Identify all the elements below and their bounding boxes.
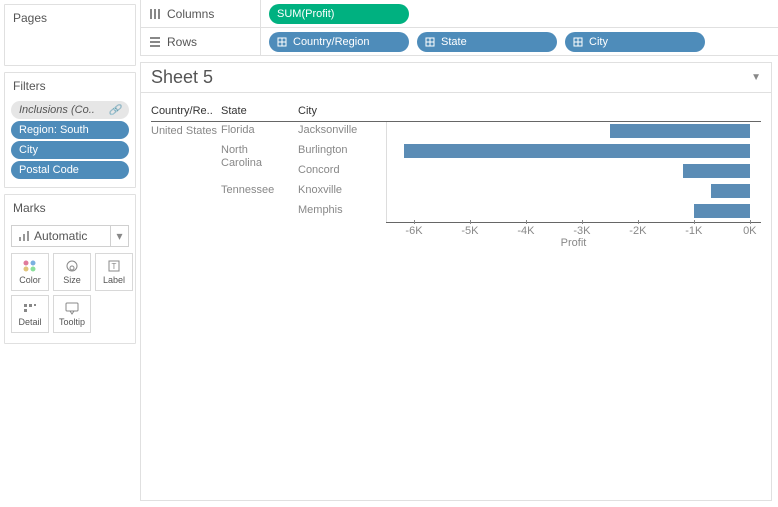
filter-pill-label: Inclusions (Co.. bbox=[19, 104, 95, 116]
shelf-pill-label: SUM(Profit) bbox=[277, 8, 334, 20]
mark-button-label: Color bbox=[19, 275, 41, 285]
filter-pill[interactable]: Inclusions (Co.. 🔗 bbox=[11, 101, 129, 119]
mark-button-label: Tooltip bbox=[59, 317, 85, 327]
rows-icon bbox=[149, 36, 161, 48]
filter-pill[interactable]: Postal Code bbox=[11, 161, 129, 179]
axis-tick: -5K bbox=[461, 225, 478, 237]
filter-pill-label: City bbox=[19, 144, 38, 156]
columns-icon bbox=[149, 8, 161, 20]
bar[interactable] bbox=[404, 144, 750, 158]
mark-button-label: Detail bbox=[18, 317, 41, 327]
marks-title: Marks bbox=[5, 195, 135, 221]
bar-row bbox=[387, 202, 761, 222]
mark-button-label: Label bbox=[103, 275, 125, 285]
header-city[interactable]: City bbox=[296, 101, 386, 122]
filters-title: Filters bbox=[5, 73, 135, 99]
bar-row bbox=[387, 122, 761, 142]
rows-shelf[interactable]: Rows Country/Region State City bbox=[141, 28, 778, 56]
filter-pill[interactable]: City bbox=[11, 141, 129, 159]
link-icon: 🔗 bbox=[109, 105, 121, 116]
filter-pill-label: Postal Code bbox=[19, 164, 79, 176]
state-cell[interactable]: NorthCarolina bbox=[221, 142, 296, 162]
viz-area: Sheet 5 ▼ Country/Re.. State City United… bbox=[140, 62, 772, 501]
shelf-pill[interactable]: City bbox=[565, 32, 705, 52]
shelf-pill-label: Country/Region bbox=[293, 36, 369, 48]
filters-panel: Filters Inclusions (Co.. 🔗 Region: South Ci… bbox=[4, 72, 136, 188]
city-cell[interactable]: Concord bbox=[298, 162, 386, 182]
city-cell[interactable]: Jacksonville bbox=[298, 122, 386, 142]
axis-tick: -4K bbox=[517, 225, 534, 237]
bar[interactable] bbox=[694, 204, 750, 218]
axis-tick: -1K bbox=[685, 225, 702, 237]
axis-label: Profit bbox=[386, 237, 761, 249]
mark-color-button[interactable]: Color bbox=[11, 253, 49, 291]
rows-label: Rows bbox=[167, 35, 197, 49]
sheet-title[interactable]: Sheet 5 bbox=[151, 67, 213, 88]
shelf-pill-label: City bbox=[589, 36, 608, 48]
dimension-icon bbox=[573, 37, 583, 47]
header-spacer bbox=[386, 101, 761, 122]
state-cell[interactable] bbox=[221, 202, 296, 222]
axis-tick: -6K bbox=[405, 225, 422, 237]
header-country[interactable]: Country/Re.. bbox=[151, 101, 221, 122]
sheet-menu-caret[interactable]: ▼ bbox=[751, 72, 761, 83]
mark-type-dropdown[interactable]: Automatic ▾ bbox=[11, 225, 129, 247]
columns-label: Columns bbox=[167, 7, 214, 21]
shelf-pill-label: State bbox=[441, 36, 467, 48]
shelf-pill[interactable]: State bbox=[417, 32, 557, 52]
mark-size-button[interactable]: Size bbox=[53, 253, 91, 291]
city-cell[interactable]: Burlington bbox=[298, 142, 386, 162]
state-cell[interactable]: Tennessee bbox=[221, 182, 296, 202]
dimension-icon bbox=[277, 37, 287, 47]
axis-tick: -2K bbox=[629, 225, 646, 237]
columns-shelf[interactable]: Columns SUM(Profit) bbox=[141, 0, 778, 28]
bar[interactable] bbox=[711, 184, 750, 198]
mark-detail-button[interactable]: Detail bbox=[11, 295, 49, 333]
bar-row bbox=[387, 142, 761, 162]
automatic-icon bbox=[18, 230, 30, 242]
bar[interactable] bbox=[683, 164, 750, 178]
shelf-pill[interactable]: Country/Region bbox=[269, 32, 409, 52]
country-label[interactable]: United States bbox=[151, 124, 221, 138]
shelf-pill[interactable]: SUM(Profit) bbox=[269, 4, 409, 24]
city-cell[interactable]: Memphis bbox=[298, 202, 386, 222]
pages-panel: Pages bbox=[4, 4, 136, 66]
mark-label-button[interactable]: T Label bbox=[95, 253, 133, 291]
filter-pill[interactable]: Region: South bbox=[11, 121, 129, 139]
bar-row bbox=[387, 182, 761, 202]
city-cell[interactable]: Knoxville bbox=[298, 182, 386, 202]
dimension-icon bbox=[425, 37, 435, 47]
mark-button-label: Size bbox=[63, 275, 81, 285]
state-cell[interactable]: Florida bbox=[221, 122, 296, 142]
bar[interactable] bbox=[610, 124, 750, 138]
mark-tooltip-button[interactable]: Tooltip bbox=[53, 295, 91, 333]
axis-tick: 0K bbox=[743, 225, 756, 237]
axis-tick: -3K bbox=[573, 225, 590, 237]
marks-panel: Marks Automatic ▾ Color Size T Label Detail T… bbox=[4, 194, 136, 344]
x-axis: Profit -6K -5K -4K -3K -2K -1K 0K bbox=[386, 222, 761, 262]
mark-type-label: Automatic bbox=[34, 229, 87, 243]
svg-text:T: T bbox=[112, 262, 117, 271]
bar-row bbox=[387, 162, 761, 182]
chevron-down-icon: ▾ bbox=[110, 226, 128, 246]
pages-title: Pages bbox=[5, 5, 135, 31]
header-state[interactable]: State bbox=[221, 101, 296, 122]
filter-pill-label: Region: South bbox=[19, 124, 89, 136]
